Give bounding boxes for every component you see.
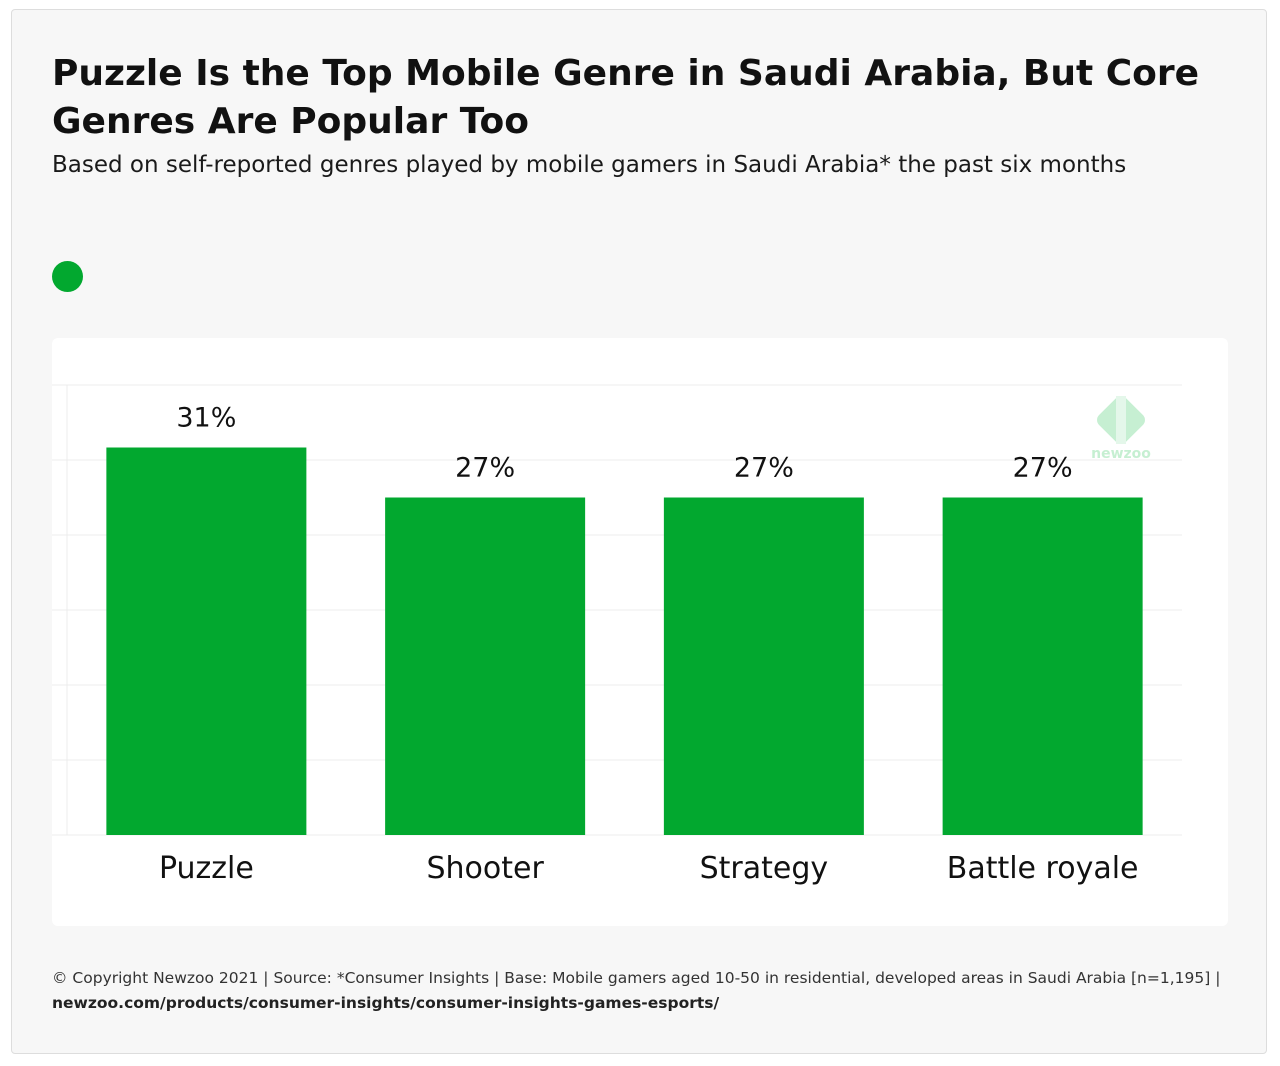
value-labels: 31% 27% 27% 27% [176,403,1072,484]
bars [106,447,1143,836]
bar-battle-royale[interactable] [942,497,1143,836]
watermark-text: newzoo [1091,446,1151,462]
value-label: 27% [734,453,794,484]
bar-strategy[interactable] [663,497,864,836]
value-label: 27% [1013,453,1073,484]
footer-text: © Copyright Newzoo 2021 | Source: *Consu… [52,969,1221,987]
chart-title: Puzzle Is the Top Mobile Genre in Saudi … [52,53,1200,142]
category-label: Strategy [700,851,829,886]
bar-puzzle[interactable] [106,447,307,836]
category-label: Puzzle [159,851,254,886]
legend-marker[interactable] [52,261,83,292]
value-label: 31% [176,403,236,434]
category-label: Shooter [426,851,544,886]
footer-source: © Copyright Newzoo 2021 | Source: *Consu… [52,966,1232,1016]
category-labels: Puzzle Shooter Strategy Battle royale [159,851,1139,886]
plot-area: newzoo 31% 27% 27% 27% Puzzle Shooter Strateg… [52,338,1228,926]
category-label: Battle royale [947,851,1139,886]
bar-chart: newzoo 31% 27% 27% 27% Puzzle Shooter Strateg… [52,384,1182,886]
footer-link[interactable]: newzoo.com/products/consumer-insights/co… [52,994,720,1012]
bar-shooter[interactable] [385,497,586,836]
newzoo-watermark-logo: newzoo [1091,396,1151,462]
chart-card: Puzzle Is the Top Mobile Genre in Saudi … [11,9,1267,1054]
chart-subtitle: Based on self-reported genres played by … [52,152,1127,178]
value-label: 27% [455,453,515,484]
